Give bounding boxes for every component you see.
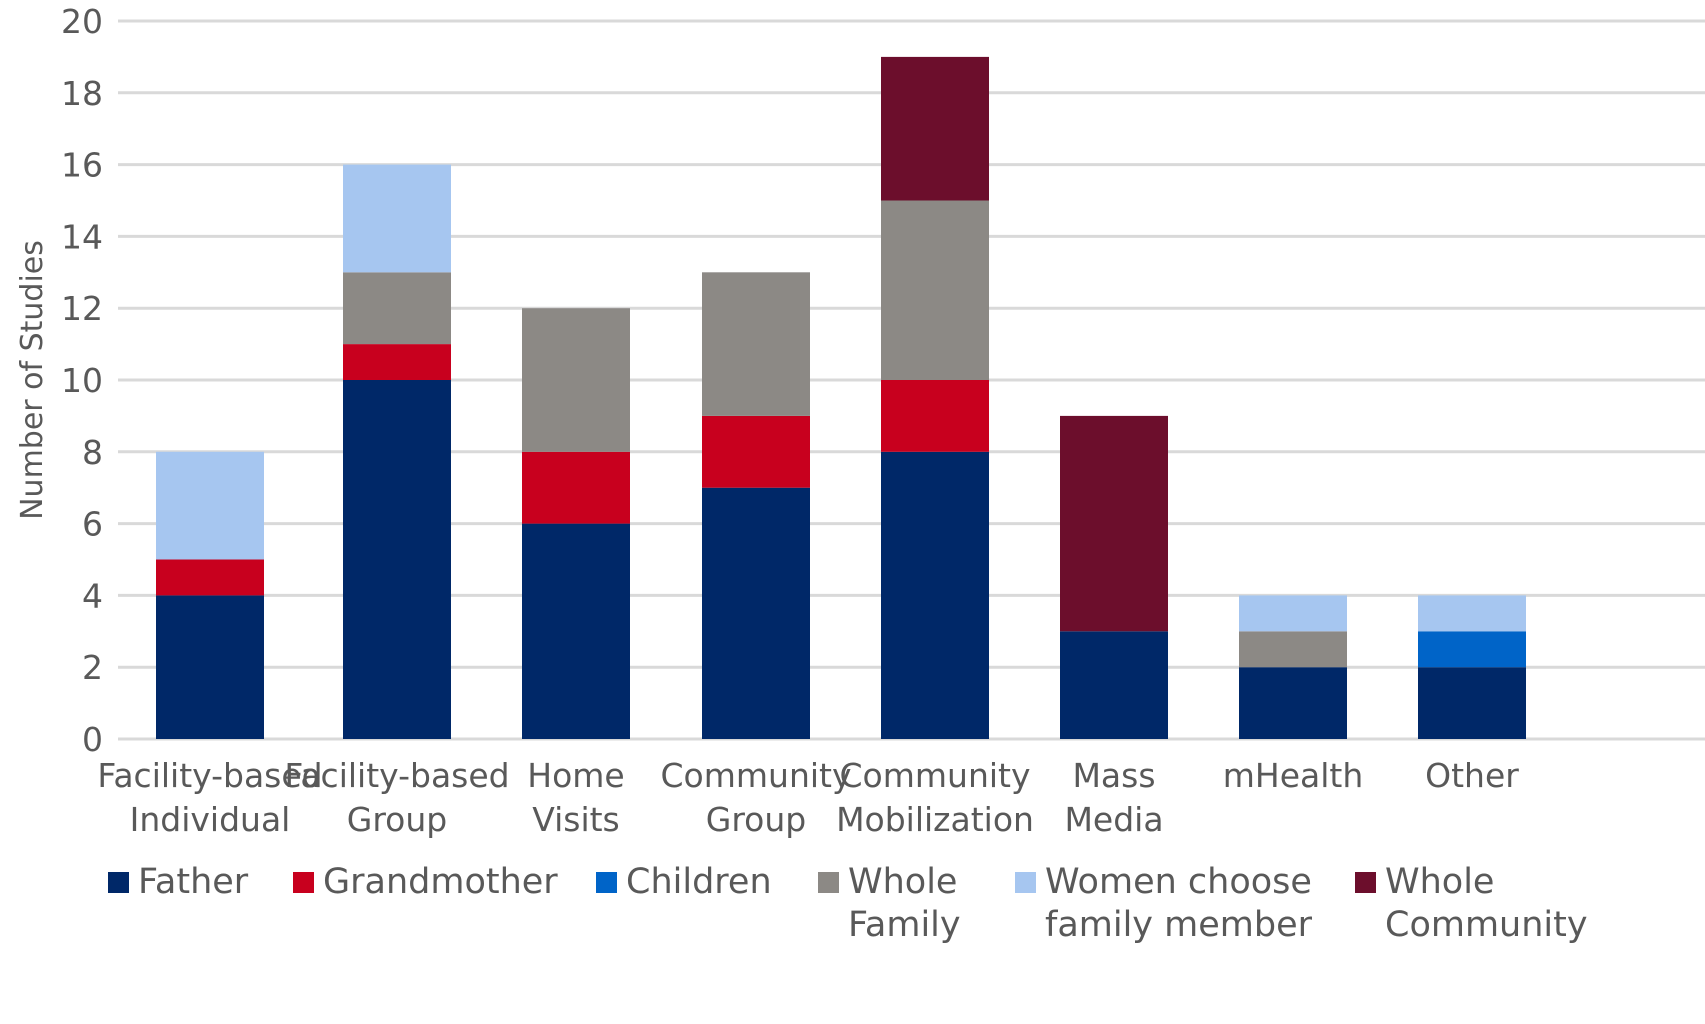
bar-segment xyxy=(881,56,989,201)
bar-segment xyxy=(343,272,451,345)
x-tick-label: Media xyxy=(1064,800,1163,839)
y-axis-ticks: 0 2 4 6 8 10 12 14 16 18 20 xyxy=(61,2,103,759)
y-tick-label: 0 xyxy=(82,720,103,759)
legend-swatch xyxy=(1355,872,1376,893)
x-tick-label: Facility-based xyxy=(97,756,322,795)
y-tick-label: 18 xyxy=(61,74,103,113)
x-axis-category-labels: Facility-based Individual Facility-based Gr… xyxy=(97,756,1519,839)
x-tick-label: Community xyxy=(661,756,852,795)
x-tick-label: Group xyxy=(347,800,447,839)
legend-label: Whole xyxy=(1385,862,1494,902)
x-tick-label: Individual xyxy=(130,800,291,839)
bar-segment xyxy=(1060,415,1168,632)
bar-segment xyxy=(881,380,989,452)
bar-segment xyxy=(156,451,264,560)
y-tick-label: 8 xyxy=(82,433,103,472)
x-tick-label: Group xyxy=(706,800,806,839)
bar-segment xyxy=(1418,595,1526,632)
legend-label: Father xyxy=(138,862,249,902)
x-tick-label: mHealth xyxy=(1223,756,1364,795)
y-tick-label: 10 xyxy=(61,361,103,400)
bar-segment xyxy=(1060,631,1168,739)
bar-segment xyxy=(156,595,264,739)
legend-swatch xyxy=(1015,872,1036,893)
bar-segment xyxy=(522,523,630,739)
x-tick-label: Facility-based xyxy=(284,756,509,795)
x-tick-label: Visits xyxy=(532,800,620,839)
bar-segment xyxy=(343,344,451,380)
bar-segment xyxy=(1239,595,1347,632)
legend-swatch xyxy=(108,872,129,893)
bars xyxy=(156,56,1526,739)
y-tick-label: 2 xyxy=(82,648,103,687)
x-tick-label: Home xyxy=(527,756,624,795)
legend-label: Children xyxy=(626,862,772,902)
y-tick-label: 4 xyxy=(82,576,103,615)
legend-swatch xyxy=(293,872,314,893)
legend-label: family member xyxy=(1045,905,1313,945)
bar-segment xyxy=(343,380,451,739)
legend-label: Family xyxy=(848,905,961,945)
legend: Father Grandmother Children WholeFamilyWome… xyxy=(108,862,1588,945)
bar-segment xyxy=(522,451,630,524)
legend-swatch xyxy=(818,872,839,893)
bar-segment xyxy=(343,164,451,273)
bar-segment xyxy=(702,272,810,416)
x-tick-label: Other xyxy=(1425,756,1519,795)
y-tick-label: 16 xyxy=(61,146,103,185)
x-tick-label: Mobilization xyxy=(836,800,1034,839)
bar-segment xyxy=(522,308,630,452)
bar-segment xyxy=(881,451,989,739)
bar-segment xyxy=(1418,667,1526,739)
legend-swatch xyxy=(596,872,617,893)
bar-segment xyxy=(1239,631,1347,668)
y-tick-label: 14 xyxy=(61,217,103,256)
bar-segment xyxy=(881,200,989,380)
y-axis-label: Number of Studies xyxy=(15,240,50,520)
x-tick-label: Community xyxy=(840,756,1031,795)
bar-segment xyxy=(1418,631,1526,668)
y-tick-label: 6 xyxy=(82,505,103,544)
x-tick-label: Mass xyxy=(1072,756,1155,795)
bar-segment xyxy=(702,487,810,739)
legend-label: Grandmother xyxy=(323,862,558,902)
bar-segment xyxy=(1239,667,1347,739)
bar-segment xyxy=(702,415,810,488)
legend-label: Women choose xyxy=(1045,862,1312,902)
legend-label: Community xyxy=(1385,905,1588,945)
legend-label: Whole xyxy=(848,862,957,902)
y-tick-label: 12 xyxy=(61,289,103,328)
y-tick-label: 20 xyxy=(61,2,103,41)
bar-segment xyxy=(156,559,264,596)
